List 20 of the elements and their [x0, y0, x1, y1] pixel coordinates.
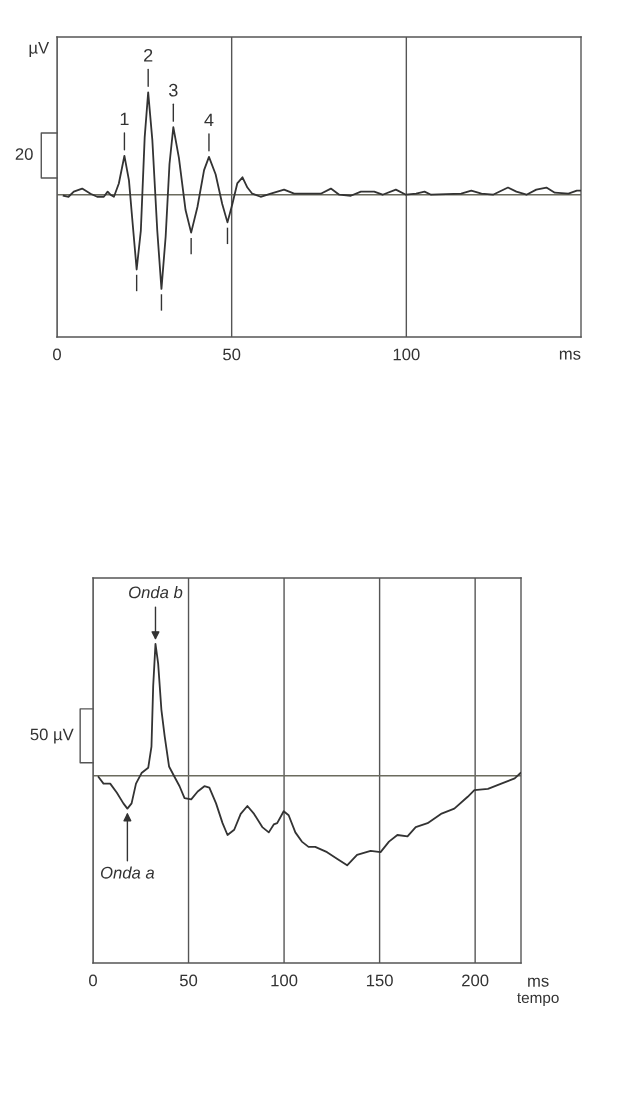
annotation: 3	[169, 83, 178, 97]
text: tempo	[517, 993, 559, 1007]
annotation: 2	[144, 48, 153, 62]
x-tick-label: 150	[366, 974, 393, 987]
annotation: 1	[120, 112, 129, 126]
x-tick-label: 100	[393, 348, 420, 361]
x-axis-title: ms	[559, 350, 581, 360]
x-tick-label: 50	[223, 348, 241, 361]
text: 50 µV	[30, 728, 74, 744]
x-tick-label: 100	[271, 974, 298, 987]
text: 20	[15, 148, 33, 160]
x-tick-label: 0	[89, 974, 97, 987]
x-axis-title: ms	[528, 977, 549, 987]
annotation: 4	[204, 113, 214, 127]
annotation: Onda b	[129, 586, 183, 599]
x-tick-label: 200	[462, 974, 489, 987]
x-tick-label: 0	[53, 348, 61, 361]
x-tick-label: 50	[179, 974, 198, 987]
annotation: Onda a	[100, 866, 155, 879]
text: µV	[29, 42, 50, 58]
